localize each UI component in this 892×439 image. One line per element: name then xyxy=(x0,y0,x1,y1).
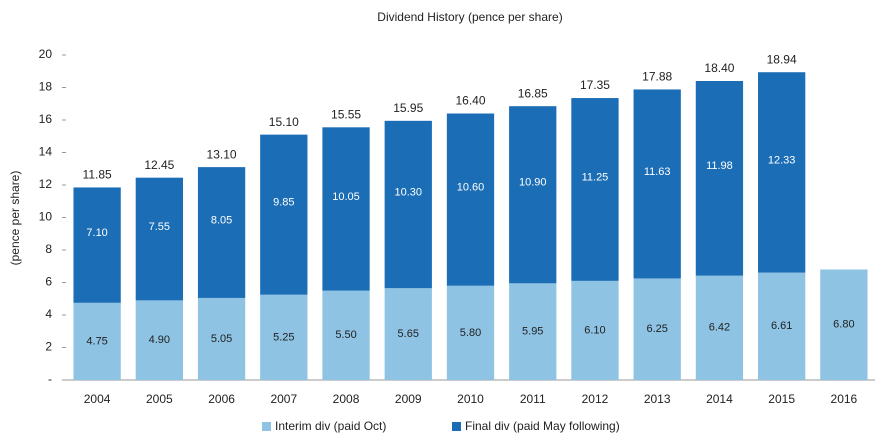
bar-segment xyxy=(260,134,308,295)
y-axis-label: (pence per share) xyxy=(8,171,22,266)
data-label: 10.30 xyxy=(395,186,423,198)
total-label: 16.85 xyxy=(518,86,548,100)
total-label: 13.10 xyxy=(207,147,237,161)
bar-segment xyxy=(384,120,432,289)
data-label: 12.33 xyxy=(768,154,796,166)
bar-segment xyxy=(571,280,619,380)
x-tick-label: 2011 xyxy=(520,392,546,406)
bar-segment xyxy=(446,285,495,380)
data-label: 11.25 xyxy=(582,171,609,183)
data-label: 6.61 xyxy=(771,320,792,332)
x-tick-label: 2012 xyxy=(582,392,609,406)
bar-segment xyxy=(758,72,806,273)
y-tick-label: 12 xyxy=(39,177,53,191)
data-label: 5.05 xyxy=(211,333,232,345)
data-label: 6.10 xyxy=(584,324,605,336)
y-tick-label: 2 xyxy=(45,340,52,354)
legend-label: Final div (paid May following) xyxy=(465,419,620,433)
data-label: 11.63 xyxy=(644,166,671,178)
x-tick-label: 2013 xyxy=(644,392,671,406)
data-label: 5.50 xyxy=(335,329,356,341)
bar-segment xyxy=(820,269,868,380)
data-label: 10.05 xyxy=(332,191,360,203)
x-tick-label: 2008 xyxy=(333,392,360,406)
x-tick-label: 2005 xyxy=(146,392,173,406)
y-tick-label: 8 xyxy=(45,242,52,256)
data-label: 10.90 xyxy=(519,177,547,189)
total-label: 15.95 xyxy=(393,101,423,115)
bar-segment xyxy=(73,302,121,380)
total-label: 18.94 xyxy=(767,52,797,66)
y-tick-label: 20 xyxy=(39,47,53,61)
bar-segment xyxy=(633,278,681,380)
x-tick-label: 2015 xyxy=(768,392,795,406)
total-label: 15.55 xyxy=(331,107,361,121)
total-label: 18.40 xyxy=(704,61,734,75)
data-label: 4.90 xyxy=(149,334,170,346)
bar-segment xyxy=(135,177,183,301)
x-tick-label: 2014 xyxy=(706,392,733,406)
data-label: 6.80 xyxy=(833,319,854,331)
data-label: 5.65 xyxy=(398,328,419,340)
bar-segment xyxy=(758,272,806,380)
y-tick-label: - xyxy=(48,372,52,386)
data-label: 11.98 xyxy=(706,160,733,172)
total-label: 15.10 xyxy=(269,115,299,129)
bar-segment xyxy=(322,127,370,291)
data-label: 4.75 xyxy=(86,335,107,347)
legend-swatch xyxy=(262,422,271,431)
chart-title: Dividend History (pence per share) xyxy=(377,10,562,24)
total-label: 17.88 xyxy=(642,70,672,84)
total-label: 11.85 xyxy=(83,168,112,182)
total-label: 12.45 xyxy=(144,158,174,172)
y-tick-label: 14 xyxy=(39,145,53,159)
legend-swatch xyxy=(452,422,461,431)
y-tick-label: 10 xyxy=(39,210,53,224)
bar-segment xyxy=(633,89,681,279)
bar-segment xyxy=(197,167,246,298)
bar-segment xyxy=(509,283,557,380)
x-tick-label: 2007 xyxy=(270,392,297,406)
bar-segment xyxy=(446,113,495,286)
total-label: 17.35 xyxy=(580,78,610,92)
total-label: 16.40 xyxy=(455,94,485,108)
bar-segment xyxy=(509,106,557,284)
x-tick-label: 2004 xyxy=(84,392,111,406)
data-label: 5.25 xyxy=(273,331,294,343)
bar-segment xyxy=(384,288,432,380)
data-label: 8.05 xyxy=(211,214,232,226)
bar-segment xyxy=(260,294,308,380)
data-label: 7.55 xyxy=(149,221,170,233)
bar-segment xyxy=(197,297,246,380)
bar-segment xyxy=(135,300,183,380)
bar-segment xyxy=(571,98,619,281)
bar-segment xyxy=(695,81,744,276)
bar-segment xyxy=(73,187,121,303)
data-label: 5.80 xyxy=(460,327,481,339)
x-tick-label: 2006 xyxy=(208,392,235,406)
legend-label: Interim div (paid Oct) xyxy=(275,419,386,433)
data-label: 5.95 xyxy=(522,326,543,338)
data-label: 6.25 xyxy=(646,323,667,335)
x-tick-label: 2016 xyxy=(831,392,858,406)
data-label: 10.60 xyxy=(457,182,485,194)
y-tick-label: 18 xyxy=(39,80,53,94)
y-tick-label: 4 xyxy=(45,307,52,321)
y-tick-label: 6 xyxy=(45,275,52,289)
bar-segment xyxy=(322,290,370,380)
y-tick-label: 16 xyxy=(39,112,53,126)
data-label: 6.42 xyxy=(709,322,730,334)
x-tick-label: 2010 xyxy=(457,392,484,406)
data-label: 7.10 xyxy=(86,227,107,239)
bar-segment xyxy=(695,275,744,380)
data-label: 9.85 xyxy=(273,197,294,209)
x-tick-label: 2009 xyxy=(395,392,422,406)
